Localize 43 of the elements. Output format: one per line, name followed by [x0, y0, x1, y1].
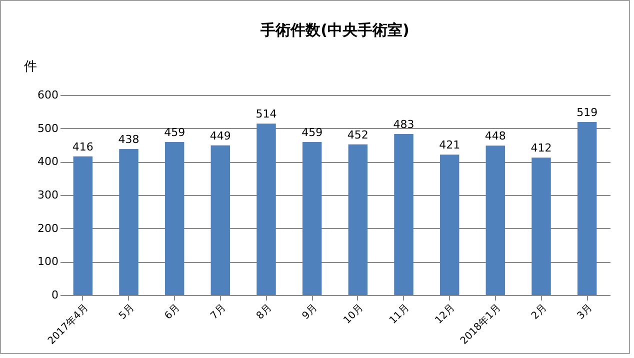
bar	[256, 124, 276, 295]
x-tick-label: 11月	[388, 302, 412, 326]
data-label: 448	[484, 130, 506, 143]
chart-title: 手術件数(中央手術室)	[260, 21, 410, 39]
y-tick-label: 500	[38, 122, 58, 135]
bar	[486, 146, 506, 295]
data-label: 421	[439, 138, 460, 152]
data-label: 412	[530, 142, 552, 155]
x-tick-label: 9月	[300, 302, 320, 322]
data-label: 438	[118, 133, 140, 146]
bar	[348, 144, 368, 295]
data-label: 459	[164, 126, 186, 139]
bar	[440, 154, 460, 295]
data-label: 514	[256, 108, 277, 121]
y-tick-label: 600	[38, 88, 58, 102]
y-tick-label: 200	[38, 222, 58, 235]
x-tick-label: 10月	[342, 302, 366, 326]
bar	[394, 134, 414, 295]
x-tick-label: 8月	[254, 302, 274, 322]
y-tick-label: 0	[52, 288, 58, 302]
y-tick-label: 300	[38, 188, 58, 202]
x-tick-label: 7月	[208, 302, 228, 322]
y-tick-label: 400	[38, 155, 58, 168]
y-tick-label: 100	[38, 255, 58, 268]
data-label: 416	[72, 140, 94, 154]
x-tick-label: 3月	[576, 302, 595, 322]
x-tick-label: 12月	[434, 302, 458, 326]
bar	[73, 156, 93, 295]
data-label: 519	[576, 106, 598, 119]
data-label: 452	[347, 128, 368, 142]
bar	[577, 122, 597, 295]
bar	[164, 142, 184, 295]
bar	[210, 145, 230, 295]
bar	[532, 158, 551, 295]
data-label: 449	[210, 129, 231, 142]
x-tick-label: 5月	[117, 302, 137, 322]
x-tick-label: 2月	[530, 302, 550, 322]
bar	[119, 149, 138, 295]
bar	[302, 142, 322, 295]
y-axis-title: 件	[24, 60, 37, 74]
x-tick-label: 6月	[163, 302, 182, 322]
data-label: 459	[302, 126, 323, 139]
data-label: 483	[393, 118, 414, 131]
